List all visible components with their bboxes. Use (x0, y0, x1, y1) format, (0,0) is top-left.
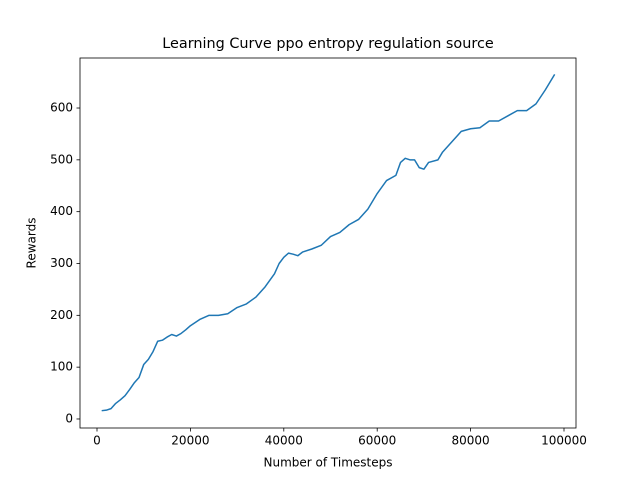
y-tick-label: 600 (50, 101, 73, 115)
x-tick-label: 80000 (452, 434, 490, 448)
x-tick-label: 100000 (541, 434, 587, 448)
x-tick-label: 60000 (358, 434, 396, 448)
plot-frame (79, 57, 577, 429)
y-tick-label: 0 (65, 411, 73, 425)
data-line (101, 73, 556, 412)
y-tick-label: 100 (50, 360, 73, 374)
y-tick-label: 200 (50, 308, 73, 322)
y-tick-label: 500 (50, 152, 73, 166)
y-tick-label: 300 (50, 256, 73, 270)
x-tick-label: 40000 (265, 434, 303, 448)
y-axis-label: Rewards (25, 218, 39, 269)
x-axis-label: Number of Timesteps (264, 456, 393, 470)
x-tick-label: 0 (93, 434, 101, 448)
x-tick-label: 20000 (171, 434, 209, 448)
y-tick-label: 400 (50, 204, 73, 218)
chart-title: Learning Curve ppo entropy regulation so… (162, 36, 494, 52)
